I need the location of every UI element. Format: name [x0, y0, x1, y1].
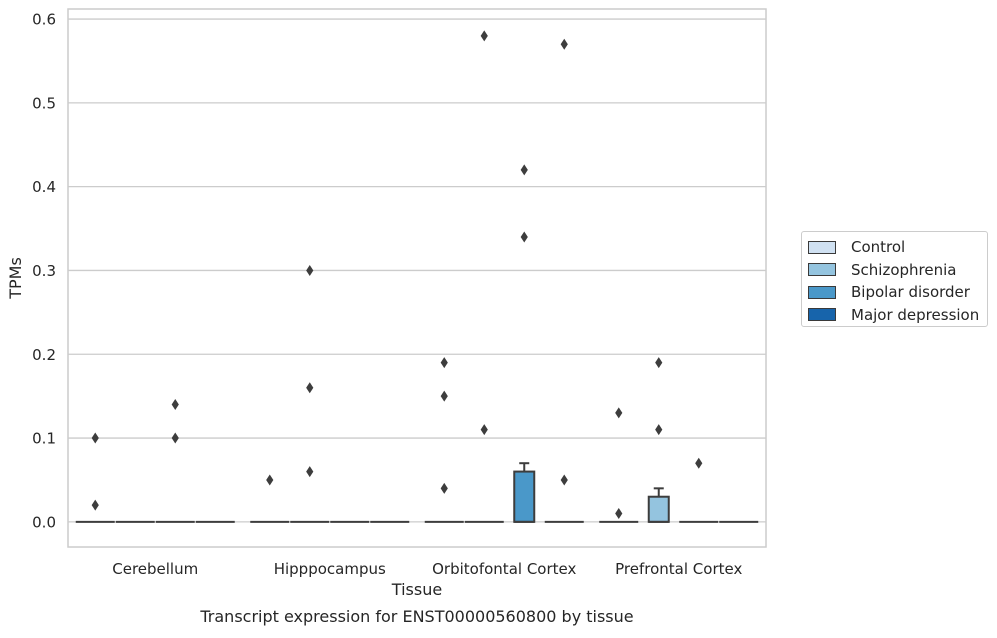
outlier-point [91, 499, 99, 511]
outlier-point [560, 474, 568, 486]
y-tick-labels: 0.0 0.1 0.2 0.3 0.4 0.5 0.6 [32, 11, 56, 532]
outlier-point [440, 390, 448, 402]
y-tick-label: 0.3 [32, 262, 56, 280]
outlier-point [480, 30, 488, 42]
plot-frame [67, 8, 767, 548]
outlier-point [615, 407, 623, 419]
y-tick-label: 0.2 [32, 346, 56, 364]
y-tick-label: 0.0 [32, 513, 56, 531]
y-tick-label: 0.4 [32, 178, 56, 196]
outlier-point [440, 357, 448, 369]
y-axis-label: TPMs [6, 257, 25, 300]
outlier-point [306, 466, 314, 478]
plot-area [68, 9, 766, 547]
x-axis-label: Tissue [391, 580, 442, 599]
legend: Control Schizophrenia Bipolar disorder M… [801, 231, 988, 327]
x-tick-label: Cerebellum [112, 560, 198, 578]
legend-label-major-depression: Major depression [851, 305, 980, 324]
legend-swatch-bipolar-disorder [808, 285, 836, 299]
legend-item-major-depression: Major depression [808, 304, 987, 327]
outlier-point [306, 264, 314, 276]
legend-label-control: Control [851, 238, 906, 257]
outlier-point [520, 164, 528, 176]
legend-swatch-schizophrenia [808, 263, 836, 277]
outlier-point [480, 424, 488, 436]
outlier-point [655, 357, 663, 369]
outlier-point [615, 507, 623, 519]
legend-item-control: Control [808, 236, 987, 259]
x-tick-labels: Cerebellum Hipppocampus Orbitofontal Corte… [112, 560, 742, 578]
y-tick-label: 0.5 [32, 94, 56, 112]
outlier-point [520, 231, 528, 243]
outlier-point [560, 38, 568, 50]
outlier-point [91, 432, 99, 444]
outlier-point [655, 424, 663, 436]
x-tick-label: Hipppocampus [274, 560, 386, 578]
outlier-point [695, 457, 703, 469]
box-prefrontal-cortex-schizophrenia [647, 487, 670, 523]
legend-item-bipolar-disorder: Bipolar disorder [808, 281, 987, 304]
outlier-point [171, 399, 179, 411]
y-tick-label: 0.6 [32, 11, 56, 29]
box-body [513, 470, 536, 523]
chart-caption: Transcript expression for ENST0000056080… [199, 607, 633, 626]
x-tick-label: Orbitofontal Cortex [432, 560, 576, 578]
box-body [647, 495, 670, 523]
outlier-point [306, 382, 314, 394]
legend-swatch-major-depression [808, 308, 836, 322]
boxes [75, 462, 759, 523]
legend-item-schizophrenia: Schizophrenia [808, 259, 987, 282]
outlier-point [171, 432, 179, 444]
legend-label-schizophrenia: Schizophrenia [851, 260, 957, 279]
outlier-point [266, 474, 274, 486]
x-tick-label: Prefrontal Cortex [615, 560, 742, 578]
legend-label-bipolar-disorder: Bipolar disorder [851, 283, 970, 302]
y-tick-label: 0.1 [32, 430, 56, 448]
outlier-point [440, 482, 448, 494]
outliers [91, 30, 703, 519]
box-orbitofontal-cortex-bipolar-disorder [513, 462, 536, 523]
legend-swatch-control [808, 240, 836, 254]
